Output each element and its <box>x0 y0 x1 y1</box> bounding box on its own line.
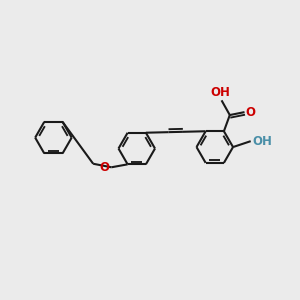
Text: O: O <box>246 106 256 118</box>
Text: OH: OH <box>252 135 272 148</box>
Text: OH: OH <box>210 85 230 99</box>
Text: O: O <box>99 161 109 174</box>
